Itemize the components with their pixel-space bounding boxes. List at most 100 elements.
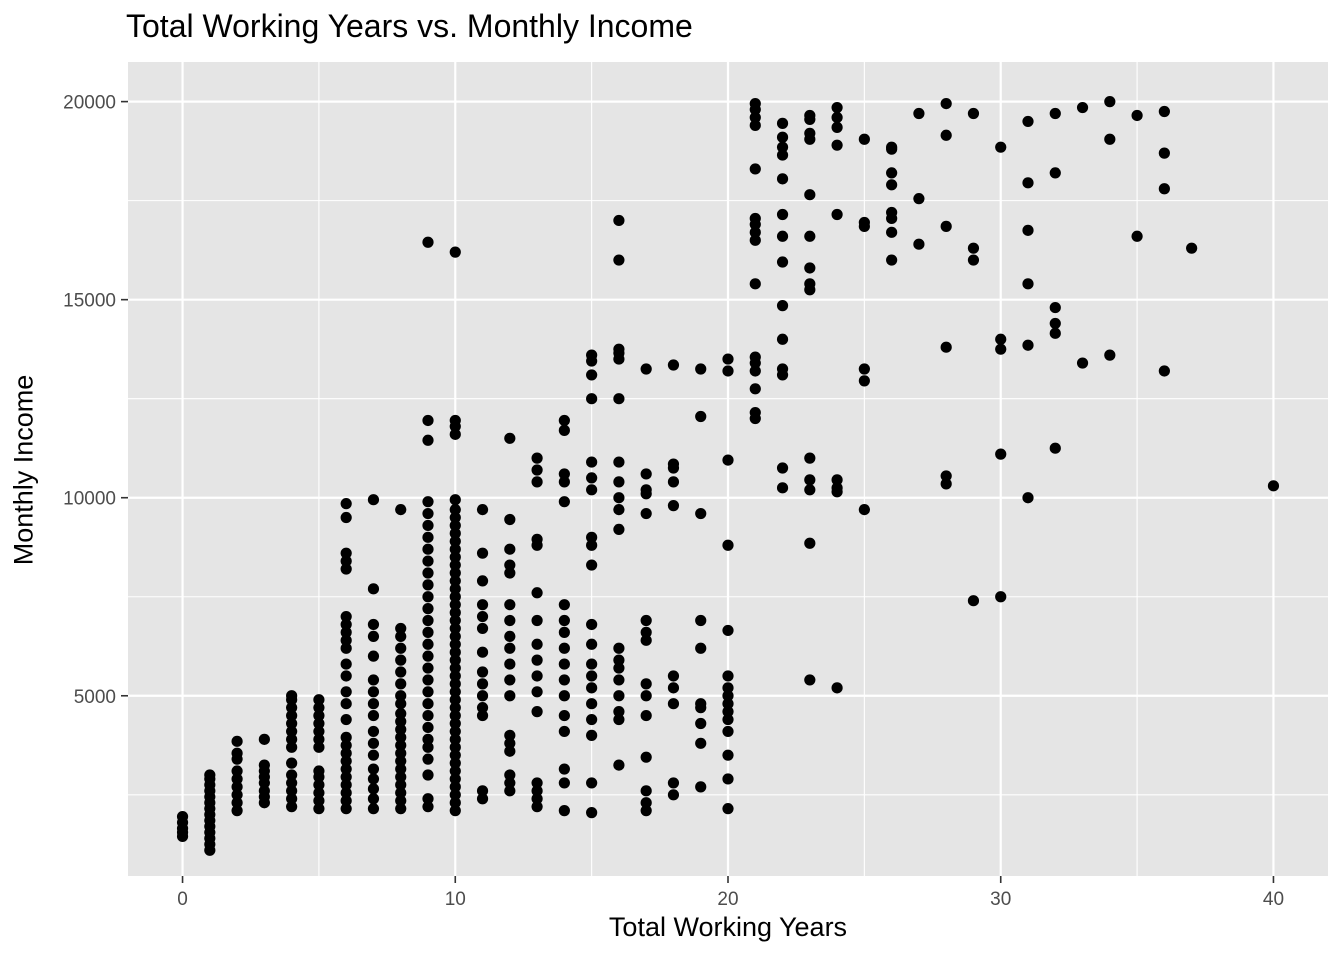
data-point xyxy=(531,587,543,599)
data-point xyxy=(313,702,325,714)
data-point xyxy=(695,698,707,710)
data-point xyxy=(367,773,380,785)
data-point xyxy=(722,706,734,718)
data-point xyxy=(831,682,843,694)
data-point xyxy=(340,563,352,575)
data-point xyxy=(995,343,1007,355)
data-point xyxy=(449,567,461,579)
data-point xyxy=(340,547,352,559)
data-point xyxy=(449,741,461,753)
data-point xyxy=(1022,492,1034,504)
data-point xyxy=(395,504,407,516)
chart-title: Total Working Years vs. Monthly Income xyxy=(126,8,693,44)
data-point xyxy=(395,622,407,635)
data-point xyxy=(558,674,570,686)
data-point xyxy=(967,595,980,607)
data-point xyxy=(722,749,734,761)
data-points xyxy=(176,96,1280,856)
data-point xyxy=(613,654,625,666)
data-point xyxy=(504,567,516,579)
data-point xyxy=(476,599,489,611)
data-point xyxy=(476,666,489,678)
data-point xyxy=(313,694,325,706)
data-point xyxy=(858,375,870,387)
data-point xyxy=(286,690,298,702)
data-point xyxy=(531,452,543,464)
axis-ticks xyxy=(121,100,1275,883)
data-point xyxy=(422,567,434,579)
data-point xyxy=(231,797,243,809)
data-point xyxy=(804,262,816,274)
data-point xyxy=(586,698,598,710)
data-point xyxy=(531,793,543,805)
data-point xyxy=(913,193,925,205)
data-point xyxy=(586,369,598,381)
data-point xyxy=(613,476,625,488)
data-point xyxy=(667,789,680,801)
y-tick-labels: 5000 10000 15000 20000 xyxy=(63,93,116,708)
data-point xyxy=(286,725,298,738)
data-point xyxy=(422,591,434,603)
data-point xyxy=(695,410,707,423)
data-point xyxy=(586,777,598,789)
data-point xyxy=(422,626,434,638)
data-point xyxy=(367,725,380,738)
data-point xyxy=(531,638,543,650)
data-point xyxy=(613,759,625,771)
data-point xyxy=(258,733,270,745)
data-point xyxy=(395,642,407,654)
data-point xyxy=(667,698,680,710)
x-tick-label: 40 xyxy=(1263,889,1284,910)
data-point xyxy=(586,349,598,361)
data-point xyxy=(449,797,461,809)
data-point xyxy=(558,599,570,611)
data-point xyxy=(1049,301,1061,314)
data-point xyxy=(586,559,598,571)
data-point xyxy=(340,698,352,710)
data-point xyxy=(231,781,243,793)
data-point xyxy=(395,698,407,710)
data-point xyxy=(340,779,352,791)
data-point xyxy=(1158,183,1170,195)
data-point xyxy=(286,717,298,730)
data-point xyxy=(395,795,407,807)
data-point xyxy=(449,757,461,769)
data-point xyxy=(558,626,570,638)
data-point xyxy=(804,127,816,139)
data-point xyxy=(749,383,761,395)
y-tick-label: 15000 xyxy=(63,291,116,312)
data-point xyxy=(858,363,870,375)
data-point xyxy=(449,709,461,722)
data-point xyxy=(504,658,516,670)
data-point xyxy=(531,614,543,627)
x-tick-labels: 0 10 20 30 40 xyxy=(177,889,1284,910)
data-point xyxy=(340,747,352,759)
data-point xyxy=(776,230,789,242)
data-point xyxy=(504,599,516,611)
data-point xyxy=(722,698,734,710)
data-point xyxy=(722,670,734,682)
data-point xyxy=(586,531,598,543)
data-point xyxy=(476,610,489,623)
data-point xyxy=(449,551,461,563)
data-point xyxy=(422,709,434,722)
data-point xyxy=(176,830,189,842)
data-point xyxy=(449,765,461,777)
data-point xyxy=(449,702,461,714)
data-point xyxy=(340,498,352,510)
data-point xyxy=(395,731,407,743)
data-point xyxy=(340,787,352,799)
data-point xyxy=(231,735,243,747)
data-point xyxy=(531,777,543,789)
data-point xyxy=(667,682,680,694)
data-point xyxy=(858,504,870,516)
data-point xyxy=(1022,177,1034,189)
data-point xyxy=(831,111,843,124)
data-point xyxy=(340,795,352,807)
data-point xyxy=(804,189,816,201)
data-point xyxy=(449,678,461,690)
data-point xyxy=(313,741,325,753)
data-point xyxy=(449,670,461,682)
data-point xyxy=(449,773,461,785)
